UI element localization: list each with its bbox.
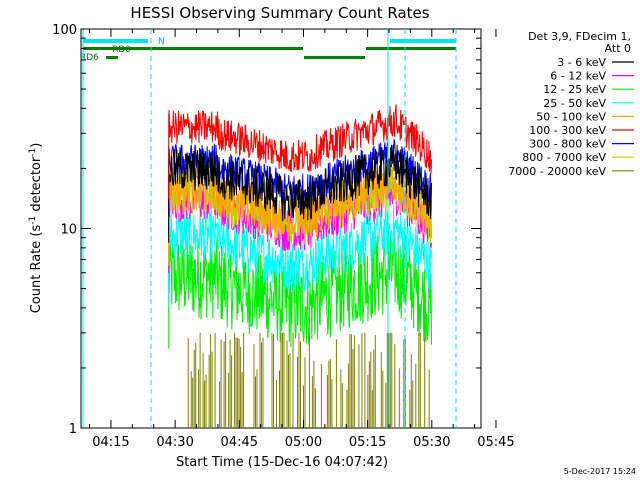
rd6-flag-label: RD6 <box>80 53 99 63</box>
night-flag-bar <box>390 39 456 43</box>
x-tick-label: 04:30 <box>156 435 193 450</box>
legend-label: 3 - 6 keV <box>557 56 606 69</box>
x-tick-label: 05:30 <box>413 435 450 450</box>
legend-label: 300 - 800 keV <box>529 138 606 151</box>
x-tick-label: 04:15 <box>92 435 129 450</box>
y-axis-label: Count Rate (s-1 detector-1) <box>28 143 44 314</box>
legend-label: 12 - 25 keV <box>543 83 606 96</box>
rd6-flag-bar <box>106 56 118 59</box>
series-line-7000-20000-kev <box>187 332 430 428</box>
legend-label: 7000 - 20000 keV <box>508 165 606 178</box>
series-group <box>168 104 432 428</box>
rd0-flag-bar <box>366 47 456 50</box>
chart-title: HESSI Observing Summary Count Rates <box>130 4 429 22</box>
x-tick-label: 04:45 <box>221 435 258 450</box>
legend-label: 100 - 300 keV <box>529 124 606 137</box>
legend-label: 50 - 100 keV <box>536 110 606 123</box>
x-tick-label: 05:45 <box>477 435 514 450</box>
legend-label: 800 - 7000 keV <box>522 151 606 164</box>
x-axis-label: Start Time (15-Dec-16 04:07:42) <box>176 455 388 470</box>
y-tick-label: 100 <box>52 23 77 38</box>
rd0-flag-bar <box>83 47 303 50</box>
x-tick-label: 05:00 <box>285 435 322 450</box>
attenuator-markers <box>82 29 457 428</box>
legend-header: Det 3,9, FDecim 1, <box>528 30 631 43</box>
x-tick-label: 05:15 <box>349 435 386 450</box>
rd6-flag-bar <box>304 56 365 59</box>
observing-flags: N RD0 RD6 <box>80 37 456 63</box>
night-flag-label: N <box>158 37 165 47</box>
legend-label: 25 - 50 keV <box>543 97 606 110</box>
footer-date: 5-Dec-2017 15:24 <box>564 467 636 476</box>
legend-label: 6 - 12 keV <box>550 70 606 83</box>
y-tick-label: 10 <box>60 223 77 238</box>
night-flag-bar <box>83 39 148 43</box>
y-tick-label: 1 <box>69 422 77 437</box>
axis-ticks: 04:15 04:30 04:45 05:00 05:15 05:30 05:45 1 10 10… <box>52 23 515 450</box>
rd0-flag-label: RD0 <box>112 45 131 55</box>
legend-header: Att 0 <box>605 42 631 55</box>
